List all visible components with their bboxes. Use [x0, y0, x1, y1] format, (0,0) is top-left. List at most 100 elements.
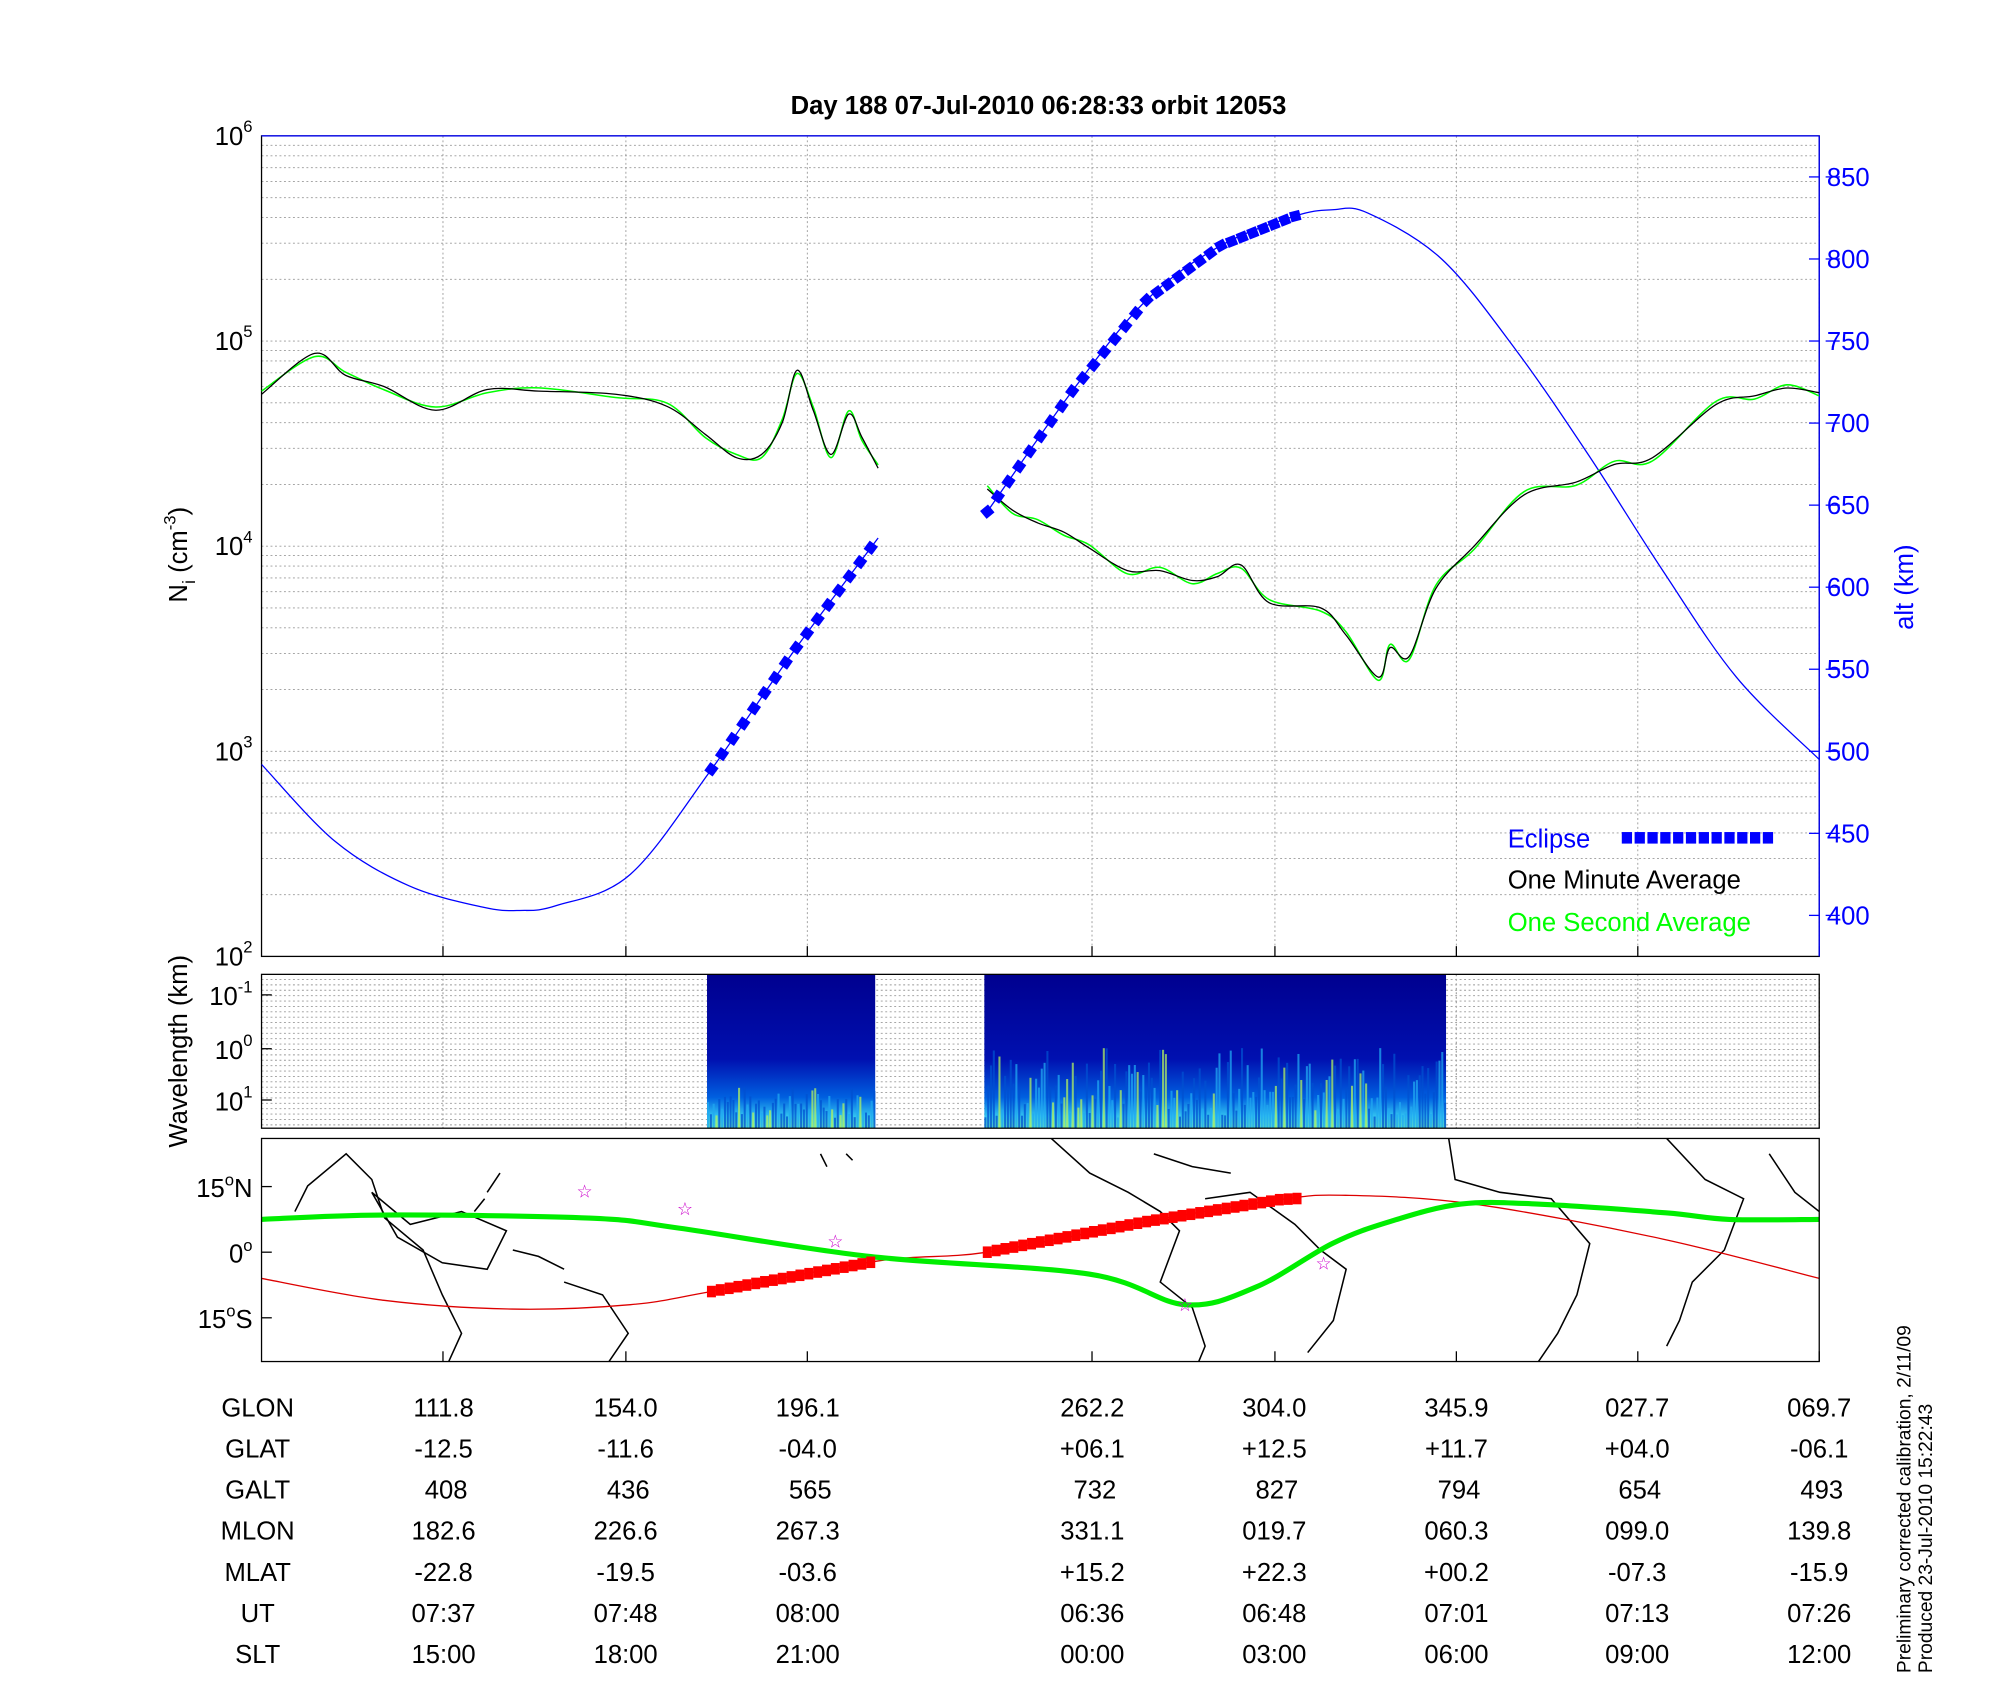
- calibration-note: Preliminary corrected calibration, 2/11/…: [1894, 1325, 1915, 1673]
- eclipse-track-marker: [1150, 1214, 1160, 1226]
- table-cell: 06:36: [1060, 1600, 1124, 1628]
- eclipse-marker: [1235, 230, 1249, 244]
- table-cell: 06:00: [1424, 1641, 1488, 1669]
- y2-tick-label: 450: [1827, 820, 1870, 848]
- eclipse-track-marker: [706, 1285, 716, 1298]
- spectrogram-streak: [707, 1102, 710, 1129]
- legend-eclipse-marker: [1724, 832, 1735, 844]
- spectrogram-streak: [788, 1096, 791, 1129]
- spectrogram-streak: [749, 1096, 752, 1129]
- table-cell: 654: [1618, 1477, 1661, 1505]
- spectrogram-streak: [839, 1115, 842, 1129]
- eclipse-marker: [1181, 261, 1197, 276]
- eclipse-marker: [1128, 305, 1144, 321]
- legend-eclipse-marker: [1660, 832, 1671, 844]
- ephemeris-table: GLON 111.8 154.0 196.1 262.2 304.0 345.9 027.7 0…: [221, 1395, 1852, 1669]
- spectrogram-streak: [1336, 1109, 1339, 1129]
- spectrogram-streak: [1297, 1053, 1300, 1129]
- spectrogram-streak: [819, 1100, 822, 1129]
- spectrogram-streak: [1224, 1115, 1227, 1129]
- eclipse-track-marker: [1062, 1231, 1072, 1243]
- altitude-line: [986, 207, 1820, 760]
- spectrogram-streak: [1257, 1077, 1260, 1129]
- eclipse-marker: [1256, 221, 1271, 236]
- table-cell: -19.5: [596, 1559, 654, 1587]
- eclipse-marker: [1277, 213, 1292, 227]
- spectrogram-streak: [1398, 1102, 1401, 1129]
- coastline: [294, 1152, 463, 1362]
- spectrogram-streak: [1283, 1067, 1286, 1129]
- eclipse-track-marker: [1274, 1193, 1284, 1206]
- spectrogram-streak: [1331, 1059, 1334, 1129]
- eclipse-marker: [1267, 217, 1281, 232]
- table-cell: +11.7: [1425, 1436, 1488, 1464]
- spectrogram-streak: [1001, 1109, 1004, 1129]
- eclipse-marker: [1065, 383, 1080, 399]
- table-cell: 07:13: [1605, 1600, 1669, 1628]
- spectrogram-streak: [1288, 1097, 1291, 1129]
- spectrogram-streak: [984, 1117, 987, 1129]
- eclipse-track-marker: [830, 1263, 840, 1275]
- spectrogram-streak: [1040, 1068, 1043, 1129]
- table-cell: 08:00: [776, 1600, 840, 1628]
- table-cell: 019.7: [1242, 1518, 1306, 1546]
- eclipse-track-marker: [786, 1271, 796, 1283]
- spectrogram-y-tick-label: 10-1: [209, 977, 252, 1011]
- tick-base: 10: [209, 983, 238, 1011]
- table-cell: 07:01: [1424, 1600, 1488, 1628]
- spectrogram-streak: [1229, 1050, 1232, 1129]
- spectrogram-streak: [1004, 1075, 1007, 1129]
- table-cell: 07:48: [594, 1600, 658, 1628]
- table-cell: 436: [607, 1477, 650, 1505]
- y2-tick-label: 850: [1827, 164, 1870, 192]
- ni-one-minute-line: [261, 352, 879, 469]
- map-y-tick-label: 15oS: [198, 1302, 253, 1335]
- y-tick-label: 103: [215, 732, 253, 766]
- spectrogram-streak: [1272, 1091, 1275, 1129]
- spectrogram-streak: [1376, 1097, 1379, 1129]
- eclipse-marker: [1054, 399, 1069, 414]
- eclipse-track-marker: [715, 1284, 725, 1296]
- spectrogram-streak: [1207, 1114, 1210, 1129]
- spectrogram-streak: [1150, 1077, 1153, 1129]
- spectrogram-streak: [1043, 1062, 1046, 1129]
- spectrogram-streak: [1215, 1067, 1218, 1129]
- table-cell: +12.5: [1242, 1436, 1307, 1464]
- eclipse-marker: [863, 540, 878, 556]
- star-icon: ☆: [1177, 1295, 1193, 1315]
- degree-sign: o: [226, 1302, 235, 1321]
- table-row-label: MLAT: [224, 1559, 291, 1587]
- spectrogram-streak: [797, 1103, 800, 1129]
- tick-base: 10: [215, 1037, 244, 1065]
- spectrogram-streak: [1012, 1083, 1015, 1129]
- spectrogram-streak: [774, 1098, 777, 1129]
- spectrogram-streak: [1085, 1063, 1088, 1129]
- spectrogram-streak: [1145, 1087, 1148, 1129]
- spectrogram-streak: [808, 1109, 811, 1129]
- eclipse-track-marker: [1106, 1222, 1116, 1235]
- spectrogram-streak: [743, 1087, 746, 1129]
- y2-axis-label: alt (km): [1891, 544, 1919, 629]
- spectrogram-streak: [732, 1099, 735, 1129]
- y-label-unit: (cm: [165, 530, 193, 580]
- spectrogram-streak: [842, 1103, 845, 1129]
- spectrogram-streak: [1429, 1113, 1433, 1129]
- spectrogram-streak: [794, 1103, 797, 1129]
- spectrogram-streak: [1255, 1096, 1258, 1129]
- eclipse-track-marker: [1097, 1224, 1107, 1236]
- eclipse-track-marker: [822, 1264, 831, 1277]
- spectrogram-streak: [1328, 1076, 1331, 1129]
- eclipse-track-marker: [1044, 1234, 1054, 1247]
- spectrogram-streak: [752, 1112, 755, 1129]
- spectrogram-streak: [1105, 1048, 1108, 1129]
- legend-eclipse-marker: [1634, 832, 1645, 844]
- map-y-tick-label: 15oN: [196, 1170, 252, 1203]
- spectrogram-streak: [1068, 1113, 1071, 1129]
- spectrogram-streak: [1153, 1087, 1156, 1129]
- eclipse-track-marker: [866, 1256, 876, 1269]
- footer-notes: Preliminary corrected calibration, 2/11/…: [1894, 1325, 1937, 1673]
- spectrogram-streak: [1147, 1062, 1150, 1129]
- spectrogram-streak: [1097, 1080, 1100, 1129]
- eclipse-track-marker: [1221, 1202, 1231, 1215]
- y2-tick-label: 600: [1827, 574, 1870, 602]
